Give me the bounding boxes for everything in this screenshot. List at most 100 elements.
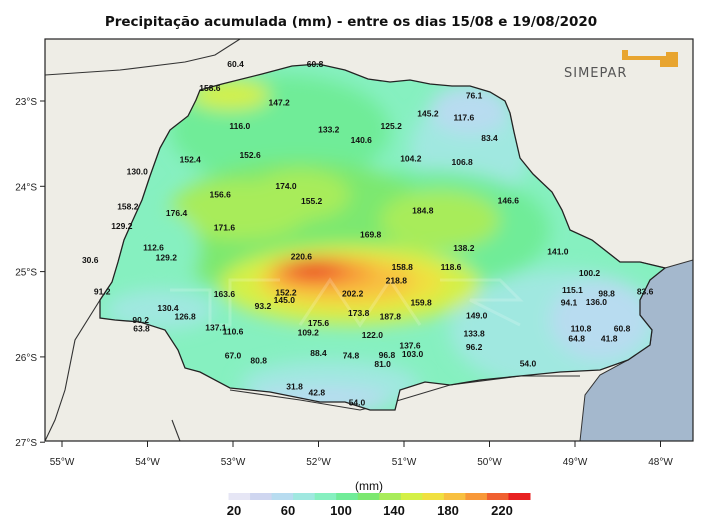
station-value: 133.2	[318, 125, 340, 135]
station-value: 138.2	[453, 243, 475, 253]
colorbar	[207, 493, 531, 500]
map-frame	[44, 38, 694, 442]
colorbar-swatch	[207, 493, 230, 500]
lat-label: 23°S	[15, 97, 37, 108]
station-values: 60.4 60.8 158.6 147.2 76.1 145.2 117.6 116.0 133…	[82, 59, 654, 408]
station-value: 147.2	[269, 97, 291, 107]
simepar-logo: SIMEPAR	[564, 50, 678, 81]
colorbar-swatch	[336, 493, 359, 500]
station-value: 158.2	[117, 201, 139, 211]
logo-text: SIMEPAR	[564, 66, 627, 81]
station-value: 126.8	[174, 311, 196, 321]
colorbar-swatch	[271, 493, 294, 500]
station-value: 104.2	[400, 154, 422, 164]
station-value: 109.2	[298, 328, 320, 338]
station-value: 152.4	[180, 154, 202, 164]
station-value: 90.2	[132, 315, 149, 325]
station-value: 91.2	[94, 287, 111, 297]
station-value: 116.0	[229, 121, 250, 131]
station-value: 112.6	[143, 242, 164, 252]
station-value: 30.6	[82, 255, 99, 265]
lat-label: 25°S	[15, 268, 37, 279]
station-value: 83.6	[637, 287, 654, 297]
station-value: 60.8	[614, 323, 631, 333]
station-value: 98.8	[598, 288, 615, 298]
station-value: 74.8	[343, 351, 360, 361]
parana-border	[99, 63, 667, 411]
station-value: 163.6	[214, 289, 236, 299]
station-value: 158.8	[392, 262, 414, 272]
station-value: 93.2	[255, 301, 272, 311]
station-value: 83.4	[481, 133, 498, 143]
station-value: 184.8	[412, 206, 434, 216]
colorbar-swatch	[422, 493, 445, 500]
station-value: 129.2	[111, 221, 133, 231]
station-value: 54.0	[349, 398, 366, 408]
station-value: 106.8	[451, 157, 473, 167]
station-value: 140.6	[351, 135, 373, 145]
colorbar-swatch	[250, 493, 273, 500]
station-value: 118.6	[441, 262, 462, 272]
station-value: 159.8	[410, 298, 432, 308]
colorbar-swatch	[508, 493, 531, 500]
colorbar-swatch	[443, 493, 466, 500]
station-value: 218.8	[386, 276, 408, 286]
station-value: 137.6	[399, 340, 421, 350]
station-value: 137.1	[205, 322, 227, 332]
station-value: 41.8	[601, 334, 618, 344]
colorbar-tick-label: 140	[383, 503, 405, 518]
colorbar-swatch	[486, 493, 509, 500]
station-value: 110.6	[223, 327, 244, 337]
station-value: 64.8	[568, 334, 585, 344]
colorbar-tick-label: 60	[281, 503, 295, 518]
station-value: 80.8	[250, 356, 267, 366]
lon-label: 52°W	[306, 457, 331, 468]
station-value: 54.0	[520, 358, 537, 368]
station-value: 175.6	[308, 318, 330, 328]
station-value: 145.2	[417, 108, 439, 118]
colorbar-tick-label: 220	[491, 503, 513, 518]
station-value: 88.4	[310, 348, 327, 358]
lon-label: 55°W	[50, 457, 75, 468]
longitude-axis: 55°W 54°W 53°W 52°W 51°W 50°W 49°W 48°W	[50, 441, 673, 468]
colorbar-tick-label: 20	[227, 503, 241, 518]
station-value: 96.8	[379, 350, 396, 360]
station-value: 100.2	[579, 268, 601, 278]
station-value: 122.0	[362, 330, 384, 340]
colorbar-swatch	[379, 493, 402, 500]
colorbar-swatch	[357, 493, 380, 500]
station-value: 117.6	[453, 113, 474, 123]
station-value: 133.8	[463, 328, 485, 338]
station-value: 103.0	[402, 349, 424, 359]
watermark	[170, 277, 524, 328]
colorbar-unit: (mm)	[355, 479, 383, 493]
colorbar-swatch	[400, 493, 423, 500]
station-value: 81.0	[374, 359, 391, 369]
station-value: 130.4	[157, 303, 179, 313]
station-value: 176.4	[166, 208, 188, 218]
logo-mark-icon	[622, 50, 678, 67]
latitude-axis: 23°S 24°S 25°S 26°S 27°S	[15, 97, 45, 449]
station-value: 129.2	[156, 253, 178, 263]
lat-label: 24°S	[15, 182, 37, 193]
station-value: 173.8	[348, 308, 370, 318]
colorbar-tick-label: 180	[437, 503, 459, 518]
station-value: 63.8	[133, 323, 150, 333]
colorbar-swatch	[293, 493, 316, 500]
station-value: 174.0	[275, 181, 297, 191]
station-value: 149.0	[466, 311, 488, 321]
station-value: 145.0	[274, 295, 296, 305]
station-value: 141.0	[547, 247, 569, 257]
station-value: 146.6	[498, 195, 520, 205]
lon-label: 50°W	[477, 457, 502, 468]
station-value: 60.8	[307, 59, 324, 69]
station-value: 152.2	[275, 287, 297, 297]
lon-label: 53°W	[221, 457, 246, 468]
colorbar-swatch	[465, 493, 488, 500]
colorbar-swatch	[228, 493, 251, 500]
map-title: Precipitação acumulada (mm) - entre os d…	[104, 14, 598, 30]
colorbar-swatch	[314, 493, 337, 500]
station-value: 156.6	[210, 189, 232, 199]
station-value: 67.0	[225, 351, 242, 361]
